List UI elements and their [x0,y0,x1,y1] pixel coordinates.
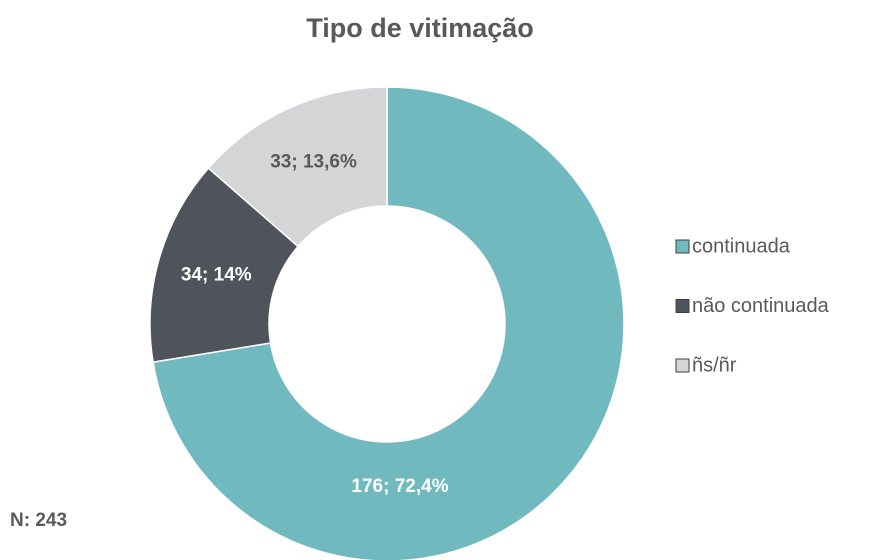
legend-swatch [675,358,690,373]
legend-label: ñs/ñr [692,354,737,376]
annotation: N: 243 [10,510,67,531]
legend-label: continuada [692,235,791,257]
data-label: 34; 14% [181,264,252,285]
data-label: 176; 72,4% [351,476,448,497]
chart-title: Tipo de vitimação [306,13,534,43]
legend-swatch [675,239,690,254]
legend-swatch [675,299,690,313]
donut-segment [207,86,388,248]
donut-segment [152,86,625,560]
legend-label: não continuada [692,295,830,317]
data-label: 33; 13,6% [270,151,357,172]
donut-segment [149,167,300,363]
